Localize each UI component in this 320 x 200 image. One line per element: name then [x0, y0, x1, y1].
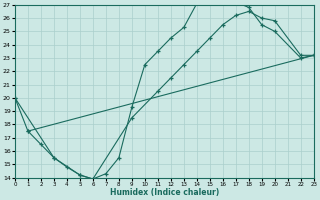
- X-axis label: Humidex (Indice chaleur): Humidex (Indice chaleur): [110, 188, 219, 197]
